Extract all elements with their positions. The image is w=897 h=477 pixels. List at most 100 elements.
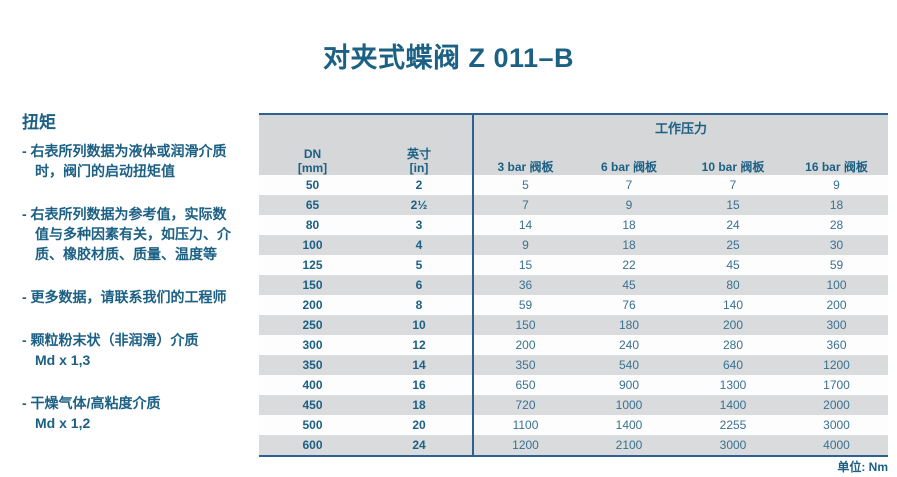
torque-value-cell: 15	[726, 198, 740, 212]
torque-value-cell: 240	[618, 338, 640, 352]
torque-value-cell: 9	[833, 178, 840, 192]
inch-cell: 24	[412, 438, 426, 452]
sidebar-heading: 扭矩	[22, 113, 56, 132]
inch-cell: 8	[415, 298, 423, 312]
torque-value-cell: 14	[472, 215, 577, 235]
table-row: 600 24 1200 2100 3000 4000	[259, 435, 889, 456]
torque-value-cell: 7	[729, 178, 737, 192]
torque-value-cell: 24	[726, 218, 740, 232]
torque-value-cell: 200	[826, 298, 847, 312]
sidebar-note: - 右表所列数据为参考值，实际数 值与多种因素有关，如压力、介 质、橡胶材质、质…	[22, 206, 231, 262]
table-row: 250 10 150 180 200 300	[259, 315, 889, 335]
torque-value-cell: 2000	[823, 398, 850, 412]
torque-value-cell: 80	[726, 278, 740, 292]
dn-cell: 250	[302, 318, 323, 332]
torque-value-cell: 3000	[823, 418, 850, 432]
torque-value-cell: 36	[472, 275, 577, 295]
torque-value-cell: 59	[472, 295, 577, 315]
torque-value-cell: 2255	[719, 418, 747, 432]
dn-cell: 200	[302, 298, 323, 312]
bar-6-column-header: 6 bar 阀板	[577, 139, 681, 175]
torque-value-cell: 650	[472, 375, 577, 395]
sidebar-note: - 干燥气体/高粘度介质 Md x 1,2	[22, 395, 161, 431]
table-row: 200 8 59 76 140 200	[259, 295, 889, 315]
inch-cell: 3	[415, 218, 423, 232]
table-row: 400 16 650 900 1300 1700	[259, 375, 889, 395]
torque-value-cell: 640	[722, 358, 744, 372]
table-row: 450 18 720 1000 1400 2000	[259, 395, 889, 415]
torque-value-cell: 900	[618, 378, 640, 392]
torque-value-cell: 1000	[615, 398, 643, 412]
dn-cell: 350	[302, 358, 323, 372]
torque-value-cell: 720	[472, 395, 577, 415]
table-row: 50 2 5 7 7 9	[259, 175, 889, 195]
table-row: 500 20 1100 1400 2255 3000	[259, 415, 889, 435]
inch-cell: 16	[412, 378, 426, 392]
torque-value-cell: 1700	[823, 378, 850, 392]
torque-value-cell: 1200	[823, 358, 850, 372]
torque-value-cell: 3000	[719, 438, 747, 452]
dn-cell: 150	[302, 278, 323, 292]
table-row: 150 6 36 45 80 100	[259, 275, 889, 295]
dn-cell: 600	[302, 438, 323, 452]
inch-column-header: 英寸 [in]	[366, 114, 473, 175]
dn-cell: 125	[302, 258, 323, 272]
inch-cell: 4	[415, 238, 423, 252]
torque-value-cell: 1200	[472, 435, 577, 456]
dn-cell: 50	[305, 178, 320, 192]
inch-cell: 20	[412, 418, 426, 432]
table-row: 350 14 350 540 640 1200	[259, 355, 889, 375]
torque-value-cell: 15	[472, 255, 577, 275]
torque-table: DN [mm] 英寸 [in] 工作压力 3 bar 阀板 6 bar 阀板 1…	[259, 113, 889, 457]
torque-value-cell: 200	[722, 318, 744, 332]
torque-value-cell: 18	[829, 198, 844, 212]
torque-value-cell: 350	[472, 355, 577, 375]
inch-cell: 10	[412, 318, 426, 332]
table-row: 100 4 9 18 25 30	[259, 235, 889, 255]
page-title: 对夹式蝶阀 Z 011–B	[322, 43, 575, 73]
torque-value-cell: 18	[622, 218, 636, 232]
dn-cell: 450	[302, 398, 323, 412]
torque-value-cell: 300	[826, 318, 847, 332]
torque-value-cell: 2100	[615, 438, 643, 452]
torque-value-cell: 45	[622, 278, 636, 292]
torque-value-cell: 22	[622, 258, 636, 272]
dn-column-header: DN [mm]	[259, 114, 366, 175]
table-row: 65 2½ 7 9 15 18	[259, 195, 889, 215]
torque-value-cell: 18	[622, 238, 636, 252]
torque-value-cell: 1400	[719, 398, 747, 412]
inch-cell: 14	[412, 358, 426, 372]
torque-value-cell: 150	[472, 315, 577, 335]
torque-value-cell: 540	[618, 358, 640, 372]
torque-value-cell: 1300	[719, 378, 747, 392]
torque-value-cell: 59	[829, 258, 844, 272]
torque-value-cell: 30	[829, 238, 844, 252]
torque-value-cell: 45	[726, 258, 740, 272]
sidebar-note: - 颗粒粉末状（非润滑）介质 Md x 1,3	[22, 332, 199, 368]
bar-3-column-header: 3 bar 阀板	[472, 139, 577, 175]
torque-value-cell: 9	[625, 198, 633, 212]
working-pressure-group-header: 工作压力	[471, 114, 889, 139]
torque-value-cell: 7	[625, 178, 633, 192]
dn-cell: 80	[305, 218, 320, 232]
torque-value-cell: 1400	[615, 418, 643, 432]
sidebar: 扭矩 - 右表所列数据为液体或润滑介质 时，阀门的启动扭矩值 - 右表所列数据为…	[22, 108, 258, 456]
dn-cell: 100	[302, 238, 323, 252]
torque-table-body: 50 2 5 7 7 9 65 2½ 7 9 15 18 80 3 14 18 24 28 100 4 9 18 25 30 1…	[259, 175, 889, 456]
torque-value-cell: 9	[472, 235, 577, 255]
table-row: 125 5 15 22 45 59	[259, 255, 889, 275]
torque-value-cell: 100	[826, 278, 847, 292]
bar-10-column-header: 10 bar 阀板	[681, 139, 785, 175]
inch-cell: 2	[415, 178, 423, 192]
torque-value-cell: 7	[472, 195, 577, 215]
table-header: DN [mm] 英寸 [in] 工作压力 3 bar 阀板 6 bar 阀板 1…	[259, 114, 889, 175]
torque-value-cell: 280	[722, 338, 744, 352]
unit-note: 单位: Nm	[837, 460, 888, 474]
torque-value-cell: 180	[618, 318, 640, 332]
dn-cell: 400	[302, 378, 323, 392]
inch-cell: 12	[412, 338, 426, 352]
torque-value-cell: 1100	[472, 415, 577, 435]
dn-cell: 500	[302, 418, 323, 432]
torque-value-cell: 140	[722, 298, 744, 312]
torque-value-cell: 5	[472, 175, 577, 195]
